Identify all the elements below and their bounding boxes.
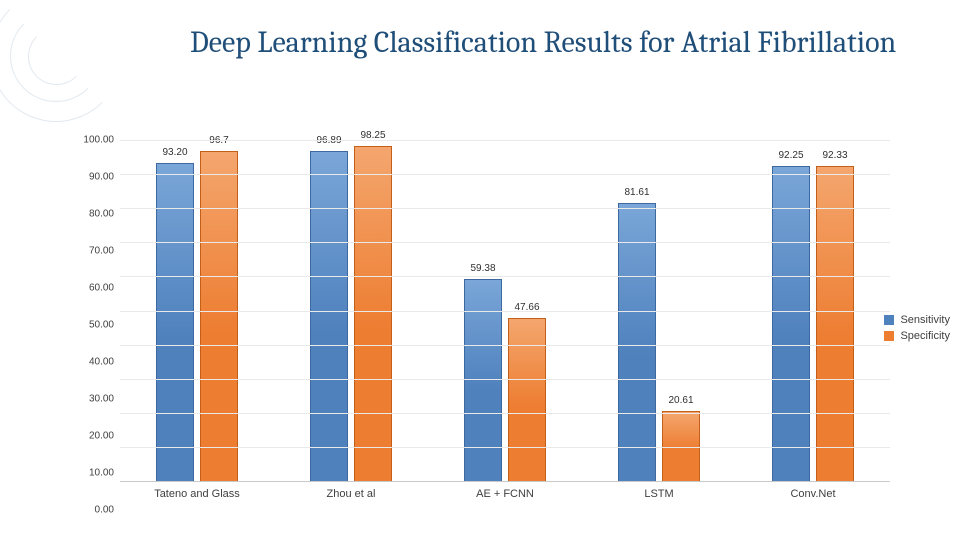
gridline xyxy=(120,208,890,209)
y-axis: 0.0010.0020.0030.0040.0050.0060.0070.008… xyxy=(70,140,120,510)
corner-ornament xyxy=(0,0,150,150)
bar: 98.25 xyxy=(354,146,392,481)
y-tick-label: 10.00 xyxy=(89,468,114,479)
bar: 92.33 xyxy=(816,166,854,481)
plot-area: 93.2096.796.8998.2559.3847.6681.6120.619… xyxy=(120,140,890,482)
y-tick-label: 100.00 xyxy=(83,135,114,146)
chart-legend: Sensitivity Specificity xyxy=(884,310,950,346)
bar-value-label: 81.61 xyxy=(607,187,667,198)
bar-rect xyxy=(508,318,546,481)
bar-rect xyxy=(156,163,194,481)
legend-label: Specificity xyxy=(900,330,950,342)
bar: 92.25 xyxy=(772,166,810,481)
x-tick-label: Zhou et al xyxy=(274,482,428,510)
y-tick-label: 30.00 xyxy=(89,394,114,405)
gridline xyxy=(120,379,890,380)
y-tick-label: 20.00 xyxy=(89,431,114,442)
bar: 96.7 xyxy=(200,151,238,481)
bar: 47.66 xyxy=(508,318,546,481)
legend-label: Sensitivity xyxy=(900,314,950,326)
bar-rect xyxy=(772,166,810,481)
x-tick-label: Conv.Net xyxy=(736,482,890,510)
slide-title: Deep Learning Classification Results for… xyxy=(190,26,920,61)
gridline xyxy=(120,140,890,141)
bar: 93.20 xyxy=(156,163,194,481)
y-tick-label: 70.00 xyxy=(89,246,114,257)
bar-rect xyxy=(310,151,348,481)
bar-value-label: 59.38 xyxy=(453,263,513,274)
gridline xyxy=(120,174,890,175)
bar: 96.89 xyxy=(310,151,348,481)
gridline xyxy=(120,345,890,346)
gridline xyxy=(120,447,890,448)
y-tick-label: 0.00 xyxy=(95,505,114,516)
bar-rect xyxy=(662,411,700,481)
bar-value-label: 20.61 xyxy=(651,395,711,406)
x-axis: Tateno and GlassZhou et alAE + FCNNLSTMC… xyxy=(120,482,890,510)
y-tick-label: 40.00 xyxy=(89,357,114,368)
results-bar-chart: 0.0010.0020.0030.0040.0050.0060.0070.008… xyxy=(70,140,890,510)
y-tick-label: 90.00 xyxy=(89,172,114,183)
gridline xyxy=(120,242,890,243)
bar-value-label: 92.33 xyxy=(805,150,865,161)
bar-value-label: 93.20 xyxy=(145,147,205,158)
bar-rect xyxy=(816,166,854,481)
legend-item: Specificity xyxy=(884,330,950,342)
gridline xyxy=(120,311,890,312)
y-tick-label: 80.00 xyxy=(89,209,114,220)
bar-rect xyxy=(200,151,238,481)
x-tick-label: LSTM xyxy=(582,482,736,510)
bar: 20.61 xyxy=(662,411,700,481)
y-tick-label: 60.00 xyxy=(89,283,114,294)
gridline xyxy=(120,276,890,277)
legend-item: Sensitivity xyxy=(884,314,950,326)
bar-value-label: 47.66 xyxy=(497,302,557,313)
legend-swatch xyxy=(884,331,894,341)
bar: 81.61 xyxy=(618,203,656,481)
gridline xyxy=(120,413,890,414)
legend-swatch xyxy=(884,315,894,325)
bar-rect xyxy=(354,146,392,481)
x-tick-label: Tateno and Glass xyxy=(120,482,274,510)
bar-rect xyxy=(618,203,656,481)
y-tick-label: 50.00 xyxy=(89,320,114,331)
x-tick-label: AE + FCNN xyxy=(428,482,582,510)
